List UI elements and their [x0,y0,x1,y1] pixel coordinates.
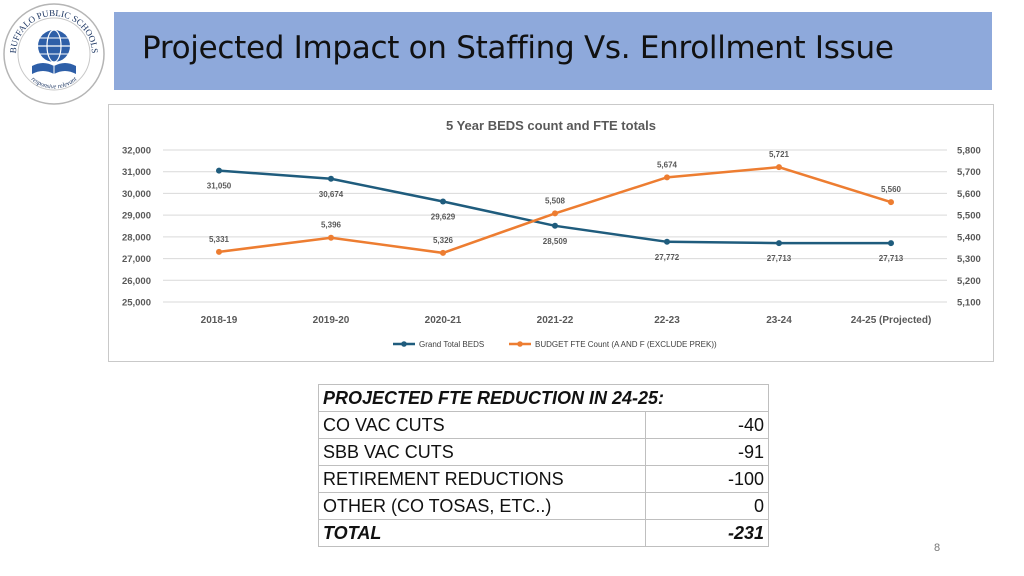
row-value: -91 [645,438,769,466]
y-left-tick-label: 26,000 [122,276,151,287]
beds-data-label: 31,050 [207,182,232,191]
legend-label: Grand Total BEDS [419,340,484,349]
beds-data-point [664,238,670,245]
y-right-tick-label: 5,100 [957,298,981,309]
line-chart: 5 Year BEDS count and FTE totals 32,000 3… [122,118,981,349]
y-right-tick-label: 5,500 [957,211,981,222]
book-icon [32,63,76,74]
fte-reduction-table: PROJECTED FTE REDUCTION IN 24-25: CO VAC… [318,384,769,547]
total-value: -231 [645,519,769,547]
beds-data-label: 27,772 [655,253,680,262]
y-right-tick-label: 5,800 [957,146,981,157]
chart-panel: 5 Year BEDS count and FTE totals 32,000 3… [108,104,994,362]
y-right-tick-label: 5,400 [957,232,981,243]
fte-data-label: 5,560 [881,185,902,194]
table-total-row: TOTAL -231 [318,519,769,547]
fte-data-point [776,164,782,171]
beds-data-point [888,240,894,247]
fte-data-label: 5,326 [433,236,454,245]
table-row: CO VAC CUTS -40 [318,411,769,439]
fte-data-point [664,174,670,181]
fte-data-label: 5,396 [321,221,342,230]
y-left-tick-label: 31,000 [122,167,151,178]
beds-data-point [552,222,558,229]
table-header-row: PROJECTED FTE REDUCTION IN 24-25: [318,384,769,412]
x-tick-label: 22-23 [654,315,680,326]
row-label: RETIREMENT REDUCTIONS [318,465,646,493]
legend-marker [401,341,407,347]
x-tick-label: 2019-20 [313,315,350,326]
row-label: CO VAC CUTS [318,411,646,439]
fte-data-point [216,248,222,255]
table-header: PROJECTED FTE REDUCTION IN 24-25: [318,384,769,412]
fte-data-point [552,210,558,217]
chart-title: 5 Year BEDS count and FTE totals [446,118,656,133]
y-left-tick-label: 27,000 [122,254,151,265]
y-left-tick-label: 30,000 [122,189,151,200]
row-value: -40 [645,411,769,439]
table-row: SBB VAC CUTS -91 [318,438,769,466]
table-row: OTHER (CO TOSAS, ETC..) 0 [318,492,769,520]
legend-label: BUDGET FTE Count (A AND F (EXCLUDE PREK)… [535,340,717,349]
fte-data-label: 5,331 [209,235,230,244]
row-value: -100 [645,465,769,493]
title-banner: Projected Impact on Staffing Vs. Enrollm… [114,12,992,90]
beds-data-label: 29,629 [431,212,456,221]
row-label: OTHER (CO TOSAS, ETC..) [318,492,646,520]
y-right-tick-label: 5,700 [957,167,981,178]
page-number: 8 [934,542,941,554]
table-row: RETIREMENT REDUCTIONS -100 [318,465,769,493]
fte-data-label: 5,508 [545,196,566,205]
beds-data-label: 27,713 [879,254,904,263]
x-tick-label: 2021-22 [537,315,574,326]
beds-series-line [218,169,891,245]
y-right-tick-label: 5,200 [957,276,981,287]
row-label: SBB VAC CUTS [318,438,646,466]
x-tick-label: 24-25 (Projected) [851,315,932,326]
beds-data-point [440,198,446,205]
x-tick-label: 2018-19 [201,315,238,326]
legend-marker [517,341,523,347]
y-left-tick-label: 28,000 [122,232,151,243]
fte-data-label: 5,674 [657,160,678,169]
beds-data-point [776,240,782,247]
fte-data-point [440,249,446,256]
beds-data-label: 27,713 [767,254,792,263]
globe-icon [38,29,70,63]
x-tick-label: 2020-21 [425,315,462,326]
fte-data-point [328,234,334,241]
beds-data-label: 30,674 [319,190,344,199]
fte-data-point [888,199,894,206]
y-left-tick-label: 32,000 [122,146,151,157]
fte-data-label: 5,721 [769,150,790,159]
beds-data-label: 28,509 [543,237,568,246]
total-label: TOTAL [318,519,646,547]
x-tick-label: 23-24 [766,315,792,326]
y-left-tick-label: 29,000 [122,211,151,222]
y-right-tick-label: 5,300 [957,254,981,265]
district-logo: BUFFALO PUBLIC SCHOOLS responsive releva… [2,2,106,106]
page-title: Projected Impact on Staffing Vs. Enrollm… [142,30,894,66]
beds-data-point [216,167,222,174]
row-value: 0 [645,492,769,520]
y-left-tick-label: 25,000 [122,298,151,309]
beds-data-point [328,175,334,182]
y-right-tick-label: 5,600 [957,189,981,200]
